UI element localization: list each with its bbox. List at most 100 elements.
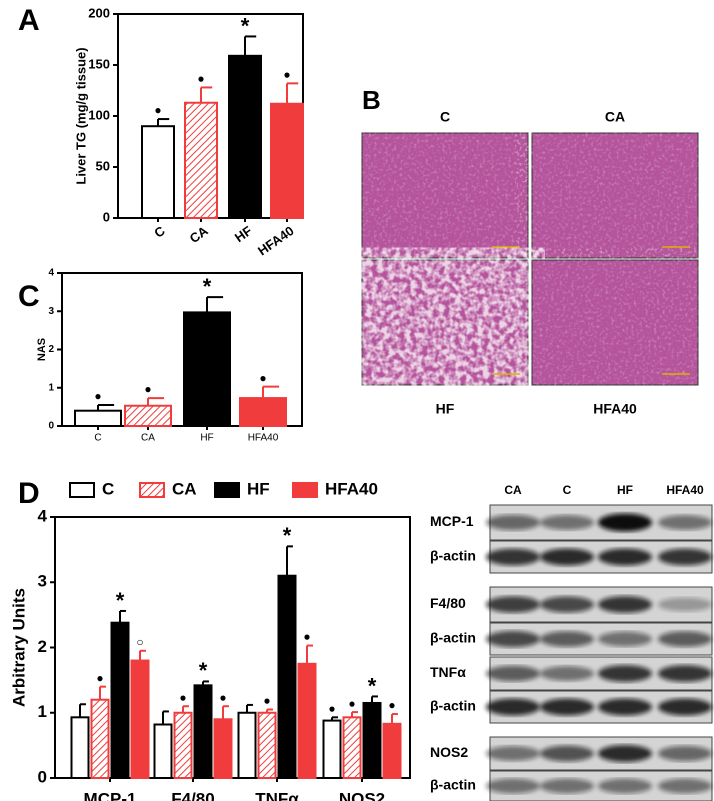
blot-band [658,745,712,762]
significance-marker: ● [154,103,161,117]
blot-row-label: β-actin [430,698,476,714]
blot-band [658,548,712,566]
blot-band [540,548,594,566]
significance-marker: ● [348,696,355,710]
bar [362,701,382,780]
blot-band [540,666,594,681]
y-tick-label: 3 [48,306,54,317]
significance-marker: ● [259,371,266,385]
bar [110,621,130,780]
bar [237,711,257,779]
bar [382,722,402,780]
bar [184,101,218,219]
blot-row-label: F4/80 [430,595,466,611]
significance-marker: * [368,673,377,698]
histology-texture [362,260,528,385]
histology-texture [532,260,698,385]
blot-band [598,744,652,763]
bar [90,698,110,780]
y-axis-label: Liver TG (mg/g tissue) [73,47,88,184]
legend-swatch [69,482,95,498]
blot-column-label: CA [504,483,522,497]
x-tick-label: F4/80 [171,789,214,801]
significance-marker: ○ [136,635,143,649]
significance-marker: ● [94,389,101,403]
y-axis-label: NAS [36,338,48,361]
y-tick-label: 4 [38,506,48,525]
bar [228,54,262,219]
blot-band [486,596,540,613]
legend-label: HFA40 [325,479,378,498]
bar [239,397,287,428]
blot-band [598,698,652,716]
panel-label: D [18,477,40,510]
bar [74,409,122,428]
bar [322,719,342,780]
blot-row-label: NOS2 [430,744,468,760]
blot-band [598,513,652,532]
blot-band [486,746,540,761]
panel-label: A [18,4,40,37]
significance-marker: ● [263,694,270,708]
y-tick-label: 200 [88,5,110,20]
y-tick-label: 100 [88,107,110,122]
blot-row-label: TNFα [430,664,466,680]
blot-band [658,665,712,682]
blot-column-label: HFA40 [666,483,704,497]
x-tick-label: C [151,223,168,241]
blot-band [598,631,652,647]
image-label: C [440,109,450,125]
bar [141,125,175,219]
bar [124,404,172,428]
blot-band [658,778,712,794]
blot-band [486,665,540,682]
x-tick-label: HFA40 [255,223,297,258]
significance-marker: * [283,523,292,548]
blot-band [598,778,652,794]
significance-marker: * [116,588,125,613]
blot-band [486,514,540,531]
significance-marker: ● [197,72,204,86]
blot-band [598,548,652,566]
y-tick-label: 3 [38,572,47,591]
image-label: HF [436,401,455,417]
blot-column-label: HF [617,483,633,497]
blot-band [540,698,594,716]
image-label: CA [605,109,625,125]
blot-band [486,630,540,648]
x-tick-label: MCP-1 [84,789,137,801]
legend-label: HF [247,479,270,498]
blot-row-label: β-actin [430,630,476,646]
significance-marker: ● [388,698,395,712]
bar [297,662,317,779]
bar [153,723,173,779]
legend-swatch [139,482,165,498]
significance-marker: ● [144,382,151,396]
blot-row-label: MCP-1 [430,513,474,529]
blot-row-label: β-actin [430,777,476,793]
x-tick-label: TNFα [255,789,299,801]
y-tick-label: 50 [96,158,110,173]
y-tick-label: 2 [38,637,47,656]
blot-band [598,596,652,613]
significance-marker: ● [219,690,226,704]
y-tick-label: 1 [48,382,54,393]
x-tick-label: HF [200,433,213,444]
bar [193,684,213,779]
y-axis-label: Arbitrary Units [9,588,28,707]
blot-band [658,631,712,647]
bar [183,311,231,427]
panel-label: C [18,280,40,313]
x-tick-label: HFA40 [248,433,279,444]
x-tick-label: CA [141,433,155,444]
blot-band [658,698,712,716]
significance-marker: * [203,274,212,299]
y-tick-label: 0 [103,209,110,224]
y-tick-label: 4 [48,268,54,279]
blot-band [598,665,652,682]
bar [270,102,304,219]
panel-label: B [362,85,381,115]
blot-band [540,515,594,530]
blot-band [486,548,540,566]
